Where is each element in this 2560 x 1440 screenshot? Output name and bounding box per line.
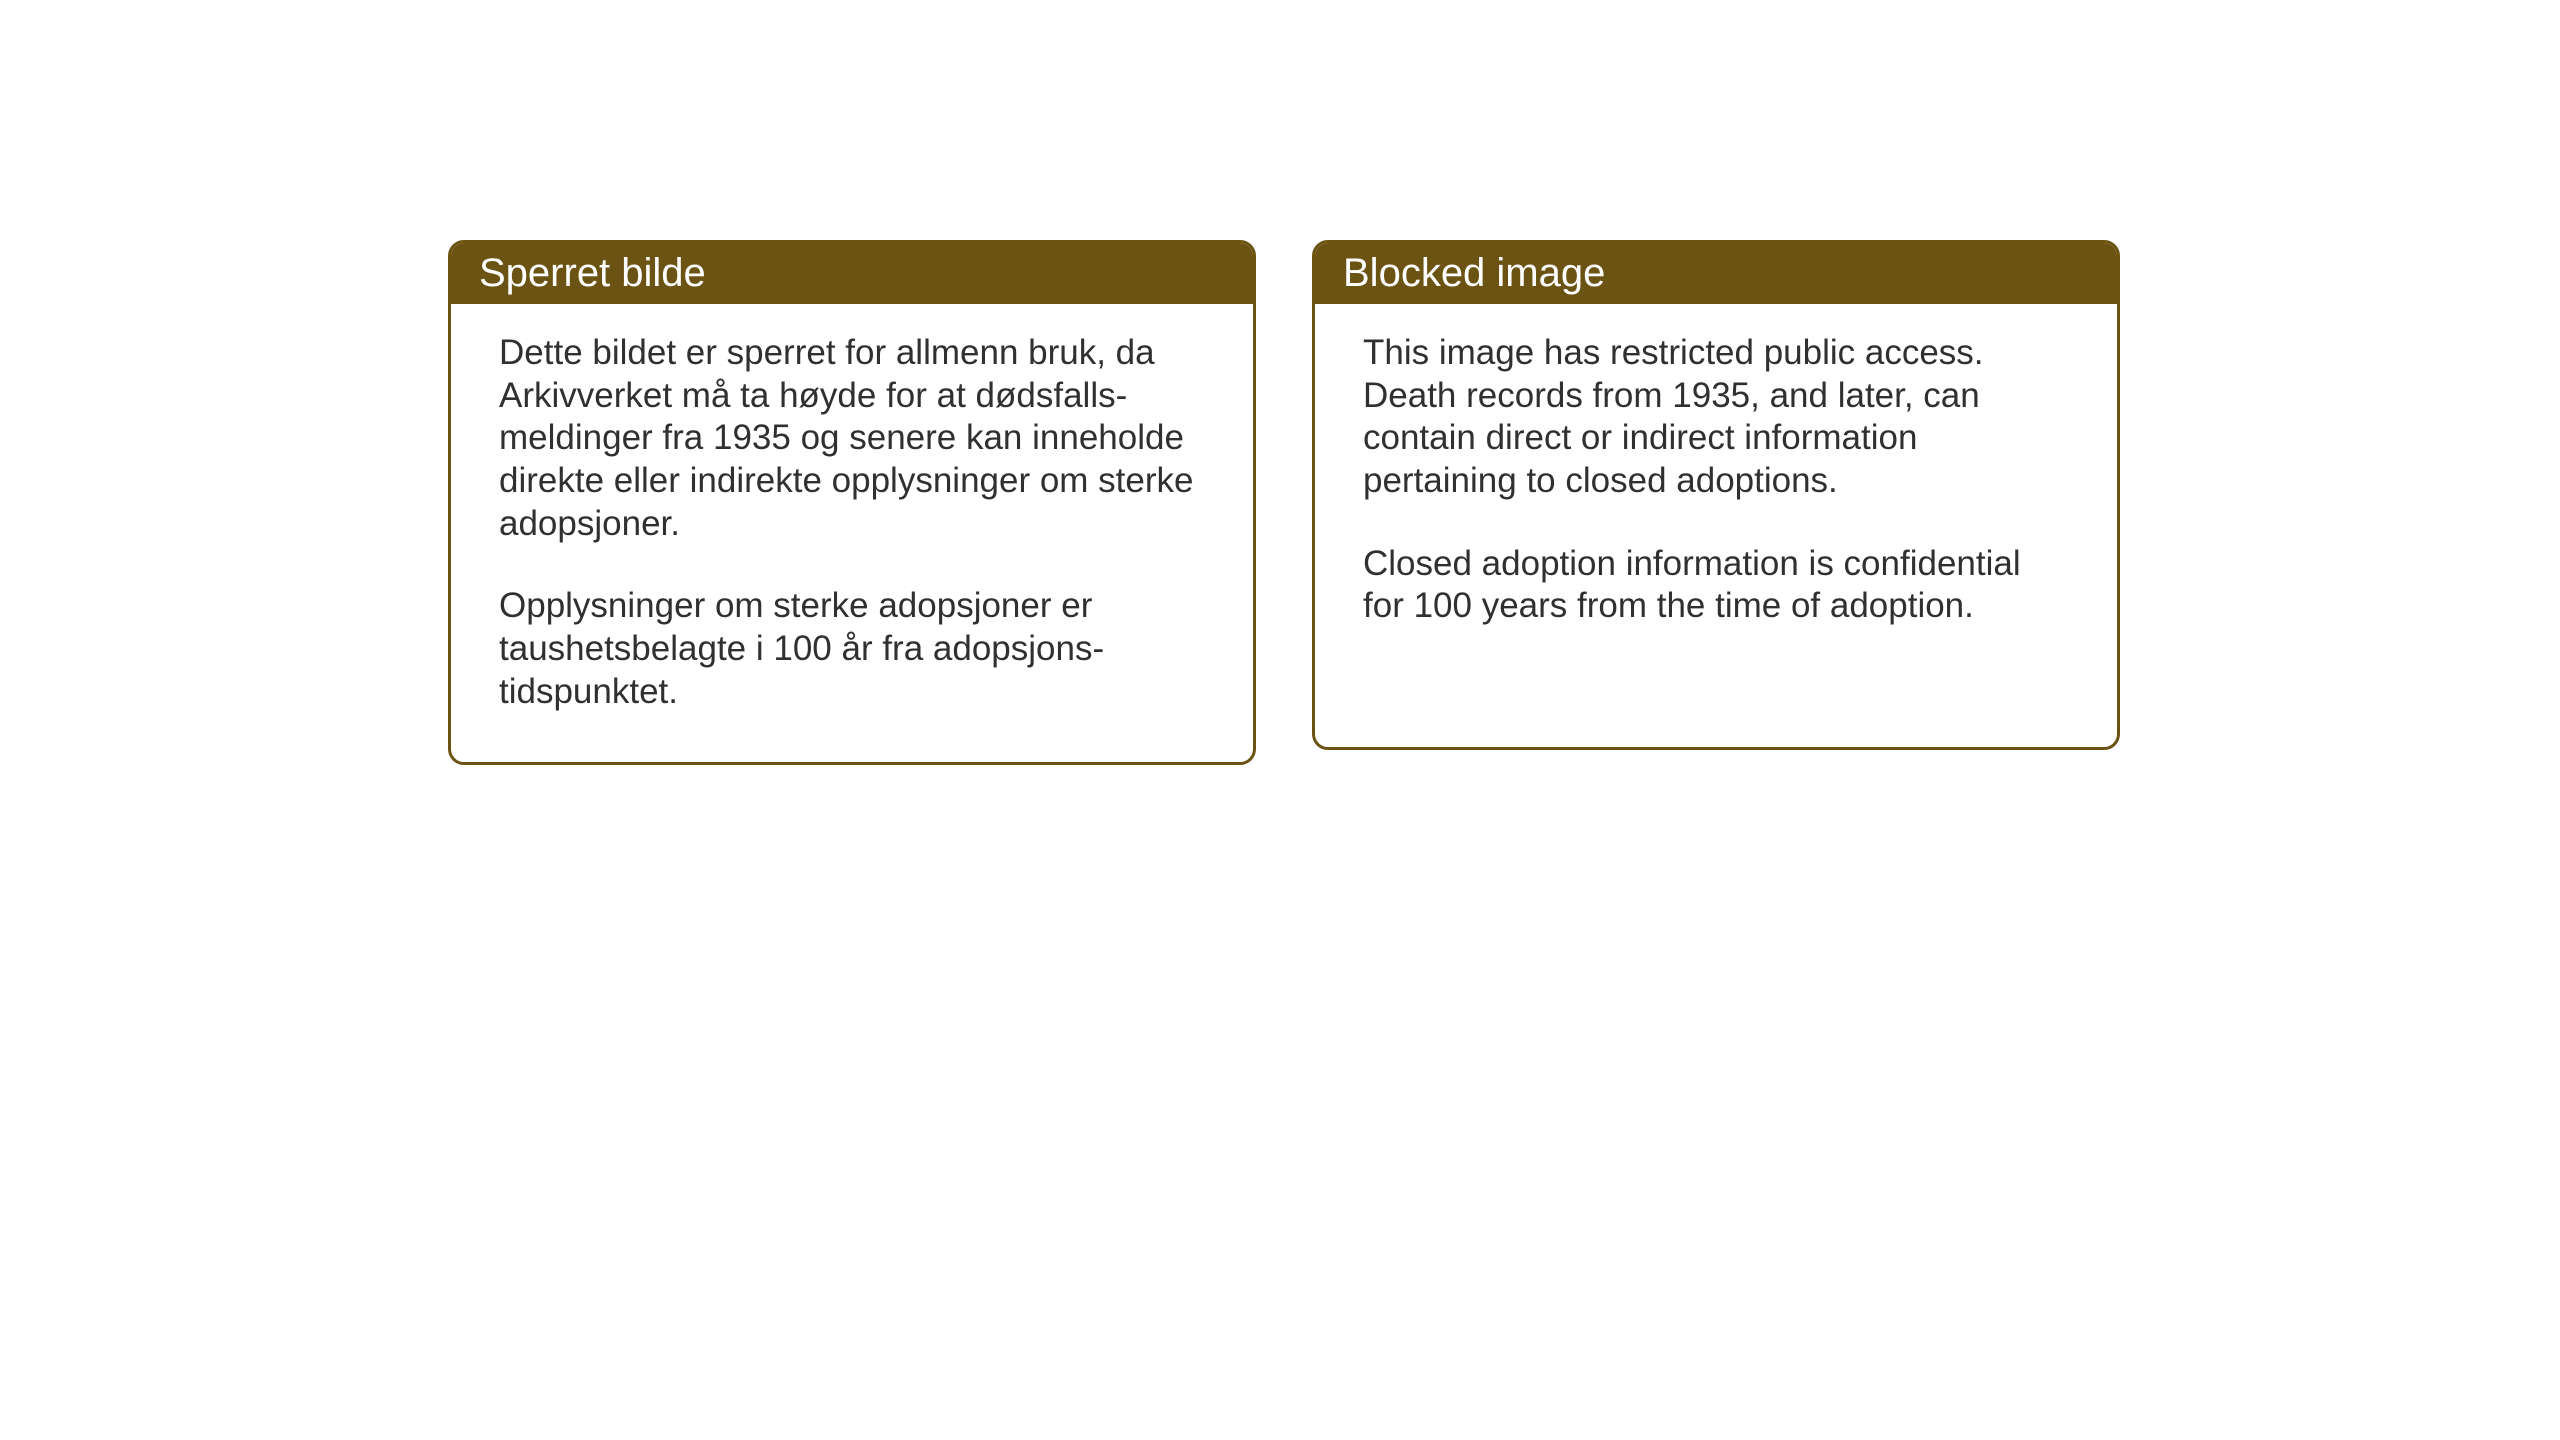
notice-paragraph-1-norwegian: Dette bildet er sperret for allmenn bruk… — [499, 332, 1205, 545]
notice-paragraph-1-english: This image has restricted public access.… — [1363, 332, 2069, 503]
notice-body-norwegian: Dette bildet er sperret for allmenn bruk… — [451, 304, 1253, 762]
notice-paragraph-2-english: Closed adoption information is confident… — [1363, 543, 2069, 628]
notice-header-english: Blocked image — [1315, 243, 2117, 304]
notice-card-english: Blocked image This image has restricted … — [1312, 240, 2120, 750]
notice-paragraph-2-norwegian: Opplysninger om sterke adopsjoner er tau… — [499, 585, 1205, 713]
notice-card-norwegian: Sperret bilde Dette bildet er sperret fo… — [448, 240, 1256, 765]
notice-container: Sperret bilde Dette bildet er sperret fo… — [448, 240, 2120, 765]
notice-body-english: This image has restricted public access.… — [1315, 304, 2117, 676]
notice-header-norwegian: Sperret bilde — [451, 243, 1253, 304]
